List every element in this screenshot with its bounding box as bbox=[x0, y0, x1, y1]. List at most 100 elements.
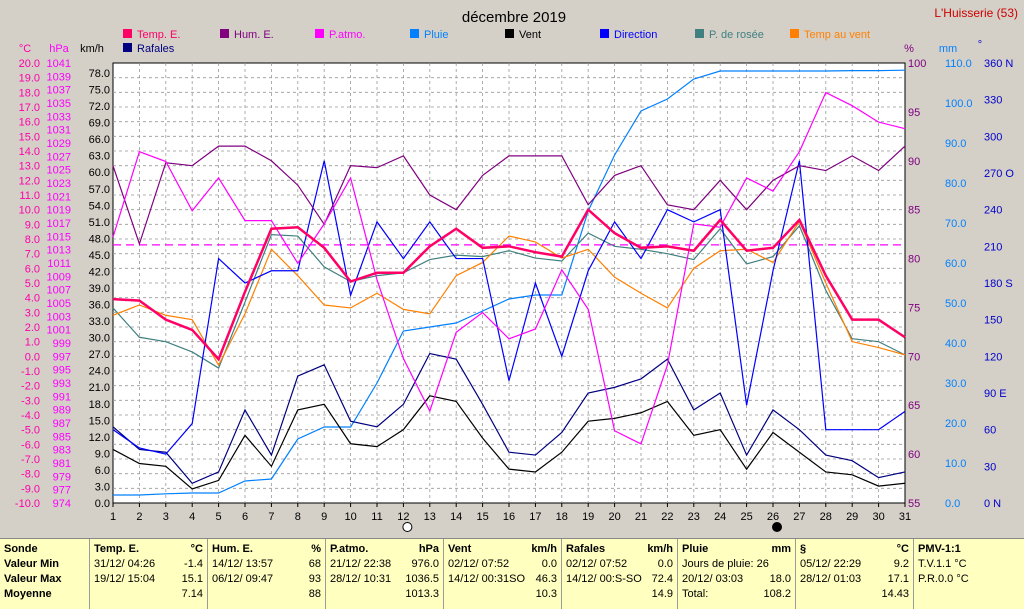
wind-tick-label: 15.0 bbox=[89, 415, 110, 427]
series-vent-line bbox=[112, 395, 906, 490]
x-tick-label: 29 bbox=[846, 511, 858, 523]
pressure-tick-label: 991 bbox=[53, 391, 71, 403]
x-tick-label: 15 bbox=[476, 511, 488, 523]
direction-tick-label: 120 bbox=[984, 351, 1002, 363]
summary-humidity: Hum. E.% 14/12/ 13:57 68 06/12/ 09:47 93 8… bbox=[208, 539, 326, 609]
pressure-tick-label: 985 bbox=[53, 431, 71, 443]
x-tick-label: 27 bbox=[793, 511, 805, 523]
temp-unit: °C bbox=[190, 543, 203, 555]
wind-tick-label: 63.0 bbox=[89, 151, 110, 163]
direction-tick-label: 150 bbox=[984, 315, 1002, 327]
temp-tick-label: -10.0 bbox=[15, 498, 40, 510]
row-label-mean: Moyenne bbox=[4, 588, 52, 600]
press-min-date: 21/12/ 22:38 bbox=[330, 558, 392, 570]
x-tick-label: 1 bbox=[110, 511, 116, 523]
rain-days: Jours de pluie: 26 bbox=[682, 558, 769, 570]
press-max: 1036.5 bbox=[405, 573, 439, 585]
temp-tick-label: -2.0 bbox=[21, 381, 40, 393]
pressure-tick-label: 1041 bbox=[47, 58, 71, 70]
pressure-tick-label: 1005 bbox=[47, 298, 71, 310]
pmv-header: PMV-1:1 bbox=[918, 543, 961, 555]
legend-swatch bbox=[410, 29, 419, 38]
wind-tick-label: 57.0 bbox=[89, 184, 110, 196]
x-tick-label: 24 bbox=[714, 511, 726, 523]
summary-pmv: PMV-1:1 T.V.1.1 °C P.R.0.0 °C bbox=[914, 539, 1024, 609]
pressure-tick-label: 1027 bbox=[47, 151, 71, 163]
x-tick-label: 5 bbox=[216, 511, 222, 523]
pressure-tick-label: 1003 bbox=[47, 311, 71, 323]
temp-tick-label: 1.0 bbox=[25, 337, 40, 349]
temp-min-date: 31/12/ 04:26 bbox=[94, 558, 156, 570]
legend: Temp. E. Hum. E. P.atmo. Pluie Vent Direction… bbox=[123, 29, 870, 55]
wind-tick-label: 69.0 bbox=[89, 118, 110, 130]
legend-swatch bbox=[123, 43, 132, 52]
x-tick-label: 16 bbox=[503, 511, 515, 523]
wind-tick-label: 24.0 bbox=[89, 366, 110, 378]
wind-tick-label: 30.0 bbox=[89, 333, 110, 345]
temp-tick-label: 15.0 bbox=[19, 131, 40, 143]
temp-axis-unit: °C bbox=[19, 43, 31, 55]
x-tick-label: 12 bbox=[397, 511, 409, 523]
x-tick-label: 28 bbox=[820, 511, 832, 523]
pressure-tick-label: 1031 bbox=[47, 125, 71, 137]
temp-tick-label: 12.0 bbox=[19, 175, 40, 187]
direction-tick-label: 90 E bbox=[984, 388, 1007, 400]
legend-swatch bbox=[600, 29, 609, 38]
pressure-tick-label: 999 bbox=[53, 338, 71, 350]
press-unit: hPa bbox=[418, 543, 439, 555]
temp-tick-label: -1.0 bbox=[21, 366, 40, 378]
pmv-line2: P.R.0.0 °C bbox=[918, 573, 969, 585]
summary-rain: Pluie mm Jours de pluie: 26 20/12/ 03:03 1… bbox=[678, 539, 796, 609]
pressure-tick-label: 993 bbox=[53, 378, 71, 390]
par-max: 17.1 bbox=[887, 573, 909, 585]
summary-temp: Temp. E. °C 31/12/ 04:26 -1.4 19/12/ 15:04… bbox=[90, 539, 208, 609]
x-tick-label: 4 bbox=[189, 511, 195, 523]
x-tick-label: 9 bbox=[321, 511, 327, 523]
x-tick-label: 26 bbox=[767, 511, 779, 523]
humidity-tick-label: 60 bbox=[908, 449, 920, 461]
pressure-tick-label: 1019 bbox=[47, 205, 71, 217]
x-tick-label: 11 bbox=[371, 511, 382, 523]
rain-tick-label: 10.0 bbox=[945, 458, 966, 470]
rain-tick-label: 40.0 bbox=[945, 338, 966, 350]
gust-max-date: 14/12/ 00:S-SO bbox=[566, 573, 642, 585]
x-tick-label: 23 bbox=[688, 511, 700, 523]
gust-mean: 14.9 bbox=[651, 588, 673, 600]
x-tick-label: 13 bbox=[424, 511, 436, 523]
wind-tick-label: 45.0 bbox=[89, 250, 110, 262]
rain-header: Pluie bbox=[682, 543, 709, 555]
legend-label: Vent bbox=[519, 29, 541, 41]
chart-title: décembre 2019 bbox=[462, 9, 566, 26]
x-tick-label: 21 bbox=[635, 511, 647, 523]
legend-swatch bbox=[790, 29, 799, 38]
row-label-sonde: Sonde bbox=[4, 543, 38, 555]
full-moon-icon bbox=[402, 522, 413, 532]
par-max-date: 28/12/ 01:03 bbox=[800, 573, 862, 585]
temp-tick-label: 2.0 bbox=[25, 322, 40, 334]
wind-tick-label: 18.0 bbox=[89, 399, 110, 411]
direction-tick-label: 360 N bbox=[984, 58, 1013, 70]
legend-swatch bbox=[123, 29, 132, 38]
humidity-tick-label: 100 bbox=[908, 58, 926, 70]
legend-label: P. de rosée bbox=[709, 29, 764, 41]
summary-pressure: P.atmo. hPa 21/12/ 22:38 976.0 28/12/ 10:3… bbox=[326, 539, 444, 609]
pressure-tick-label: 1037 bbox=[47, 85, 71, 97]
wind-tick-label: 60.0 bbox=[89, 167, 110, 179]
summary-table: Sonde Valeur Min Valeur Max Moyenne Temp… bbox=[0, 538, 1024, 609]
x-tick-label: 6 bbox=[242, 511, 248, 523]
rain-max-date: 20/12/ 03:03 bbox=[682, 573, 744, 585]
summary-gust: Rafales km/h 02/12/ 07:52 0.0 14/12/ 00:S-… bbox=[562, 539, 678, 609]
temp-tick-label: 14.0 bbox=[19, 146, 40, 158]
wind-tick-label: 33.0 bbox=[89, 316, 110, 328]
x-tick-label: 30 bbox=[872, 511, 884, 523]
wind-header: Vent bbox=[448, 543, 472, 555]
summary-par: § °C 05/12/ 22:29 9.2 28/12/ 01:03 17.1 14.… bbox=[796, 539, 914, 609]
direction-tick-label: 60 bbox=[984, 425, 996, 437]
series-temp-e-line bbox=[112, 207, 906, 362]
gust-min-date: 02/12/ 07:52 bbox=[566, 558, 628, 570]
location-label: L'Huisserie (53) bbox=[934, 6, 1018, 20]
series-pluie-line bbox=[113, 69, 906, 496]
direction-tick-label: 180 S bbox=[984, 278, 1013, 290]
hum-header: Hum. E. bbox=[212, 543, 253, 555]
x-tick-label: 8 bbox=[295, 511, 301, 523]
